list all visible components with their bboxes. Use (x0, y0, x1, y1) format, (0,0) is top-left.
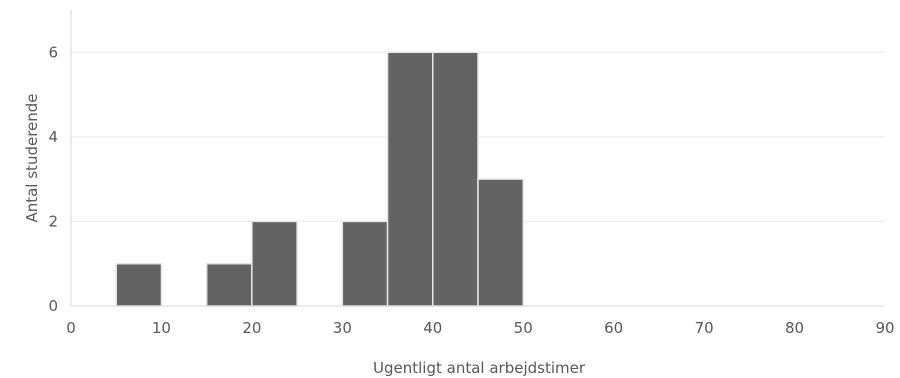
x-tick-label: 50 (514, 319, 533, 337)
y-tick-label: 2 (48, 212, 58, 230)
x-tick-labels: 0 10 20 30 40 50 60 70 80 90 (66, 319, 894, 337)
x-tick-label: 10 (152, 319, 171, 337)
x-tick-label: 0 (66, 319, 76, 337)
x-tick-label: 70 (695, 319, 714, 337)
axes (70, 10, 885, 307)
x-tick-label: 90 (875, 319, 894, 337)
y-axis-title: Antal studerende (23, 93, 41, 222)
x-tick-label: 40 (423, 319, 442, 337)
y-tick-label: 4 (48, 128, 58, 146)
x-tick-label: 60 (604, 319, 623, 337)
x-tick-label: 80 (785, 319, 804, 337)
histogram-bar (341, 220, 389, 307)
histogram-bar (477, 178, 524, 307)
y-tick-labels: 0 2 4 6 (48, 43, 58, 315)
histogram-bar (432, 51, 479, 307)
histogram-bar (115, 262, 163, 307)
histogram-bar (205, 262, 253, 307)
y-tick-label: 0 (48, 297, 58, 315)
x-tick-label: 30 (333, 319, 352, 337)
x-tick-label: 20 (242, 319, 261, 337)
histogram-bars (115, 51, 524, 307)
histogram-bar (251, 220, 298, 307)
histogram-bar (386, 51, 434, 307)
y-tick-label: 6 (48, 43, 58, 61)
x-axis-title: Ugentligt antal arbejdstimer (373, 359, 586, 377)
